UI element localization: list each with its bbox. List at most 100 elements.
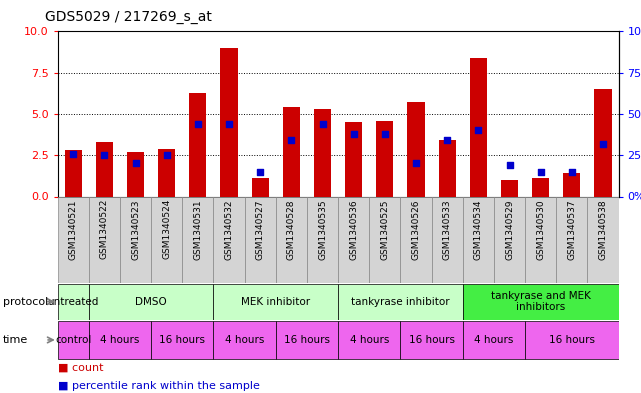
Text: 16 hours: 16 hours [408,335,454,345]
Text: GSM1340528: GSM1340528 [287,199,296,260]
Bar [245,196,276,283]
Bar [345,122,362,196]
Bar [89,196,120,283]
Bar [438,140,456,196]
Text: time: time [3,335,28,345]
Text: tankyrase inhibitor: tankyrase inhibitor [351,297,450,307]
Bar [525,321,619,359]
Point [131,160,141,167]
Bar [276,196,307,283]
Point [162,152,172,158]
Bar [127,152,144,196]
Bar [58,321,89,359]
Bar [463,284,619,320]
Bar [401,196,431,283]
Text: GSM1340526: GSM1340526 [412,199,420,260]
Bar [501,180,518,196]
Text: GSM1340527: GSM1340527 [256,199,265,260]
Bar [376,121,394,196]
Bar [431,196,463,283]
Bar [314,109,331,196]
Text: 4 hours: 4 hours [474,335,513,345]
Text: protocol: protocol [3,297,49,307]
Text: GSM1340521: GSM1340521 [69,199,78,260]
Text: GSM1340532: GSM1340532 [224,199,233,260]
Point [442,137,453,143]
Bar [213,196,245,283]
Bar [556,196,587,283]
Text: GSM1340538: GSM1340538 [599,199,608,260]
Bar [189,92,206,196]
Bar [307,196,338,283]
Point [349,130,359,137]
Bar [151,196,182,283]
Text: GSM1340529: GSM1340529 [505,199,514,260]
Bar [213,284,338,320]
Point [193,121,203,127]
Point [287,137,297,143]
Bar [408,103,424,196]
Text: GSM1340530: GSM1340530 [536,199,545,260]
Bar [89,321,151,359]
Bar [252,178,269,196]
Text: tankyrase and MEK
inhibitors: tankyrase and MEK inhibitors [491,291,590,312]
Bar [65,150,82,196]
Point [379,130,390,137]
Bar [525,196,556,283]
Bar [338,196,369,283]
Bar [587,196,619,283]
Bar [96,142,113,196]
Text: GSM1340537: GSM1340537 [567,199,576,260]
Point [504,162,515,168]
Bar [283,107,300,196]
Bar [563,173,580,196]
Bar [338,284,463,320]
Point [68,151,78,157]
Bar [494,196,525,283]
Bar [120,196,151,283]
Bar [470,58,487,196]
Bar [182,196,213,283]
Point [473,127,483,134]
Text: control: control [55,335,92,345]
Bar [532,178,549,196]
Bar [463,196,494,283]
Text: 4 hours: 4 hours [225,335,264,345]
Point [99,152,110,158]
Text: untreated: untreated [47,297,99,307]
Text: GSM1340524: GSM1340524 [162,199,171,259]
Text: GDS5029 / 217269_s_at: GDS5029 / 217269_s_at [45,10,212,24]
Bar [151,321,213,359]
Bar [401,321,463,359]
Text: GSM1340534: GSM1340534 [474,199,483,260]
Text: MEK inhibitor: MEK inhibitor [241,297,310,307]
Bar [213,321,276,359]
Point [598,141,608,147]
Point [255,169,265,175]
Text: ■ count: ■ count [58,362,103,373]
Bar [89,284,213,320]
Bar [594,89,612,196]
Text: 4 hours: 4 hours [349,335,389,345]
Point [535,169,545,175]
Text: 16 hours: 16 hours [160,335,205,345]
Bar [338,321,401,359]
Text: 4 hours: 4 hours [101,335,140,345]
Text: GSM1340535: GSM1340535 [318,199,327,260]
Text: GSM1340523: GSM1340523 [131,199,140,260]
Text: 16 hours: 16 hours [549,335,595,345]
Text: ■ percentile rank within the sample: ■ percentile rank within the sample [58,381,260,391]
Text: DMSO: DMSO [135,297,167,307]
Text: GSM1340536: GSM1340536 [349,199,358,260]
Text: GSM1340525: GSM1340525 [380,199,389,260]
Point [567,169,577,175]
Point [224,121,234,127]
Point [317,121,328,127]
Text: GSM1340531: GSM1340531 [194,199,203,260]
Bar [221,48,238,196]
Bar [158,149,176,196]
Point [411,160,421,167]
Bar [58,284,89,320]
Text: GSM1340522: GSM1340522 [100,199,109,259]
Bar [276,321,338,359]
